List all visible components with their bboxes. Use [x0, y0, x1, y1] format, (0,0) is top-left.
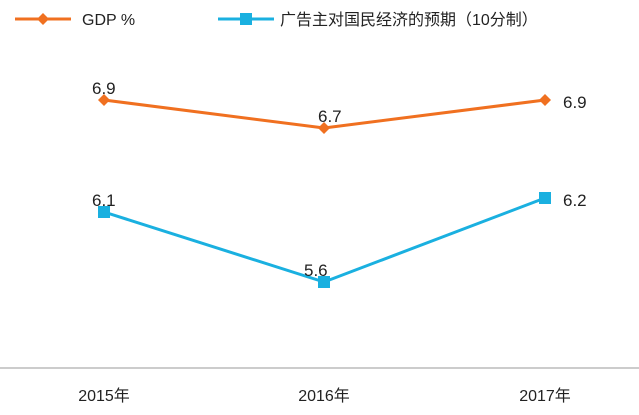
- series-2-point-3: [539, 192, 551, 204]
- x-tick-label-3: 2017年: [519, 387, 571, 405]
- legend-marker-2: [240, 13, 252, 25]
- series-2-point-1: [98, 206, 110, 218]
- series-1-label-3: 6.9: [563, 93, 587, 112]
- series-1-label-2: 6.7: [318, 107, 342, 126]
- series-2-label-2: 5.6: [304, 261, 328, 280]
- series-2-point-2: [318, 276, 330, 288]
- series-2-label-3: 6.2: [563, 191, 587, 210]
- series-2-label-1: 6.1: [92, 191, 116, 210]
- x-tick-label-2: 2016年: [298, 387, 350, 405]
- legend-label-2: 广告主对国民经济的预期（10分制）: [280, 11, 538, 29]
- series-1-label-1: 6.9: [92, 79, 116, 98]
- series-1-point-1: [98, 94, 110, 106]
- x-tick-label-1: 2015年: [78, 387, 130, 405]
- series-markers: [98, 94, 551, 288]
- legend-marker-1: [37, 13, 49, 25]
- series-1-point-3: [539, 94, 551, 106]
- data-labels: 6.9 6.7 6.9 6.1 5.6 6.2: [92, 79, 587, 280]
- legend-label-1: GDP %: [82, 12, 135, 29]
- legend: GDP % 广告主对国民经济的预期（10分制）: [15, 11, 538, 29]
- series-1-point-2: [318, 122, 330, 134]
- x-tick-labels: 2015年 2016年 2017年: [78, 387, 571, 405]
